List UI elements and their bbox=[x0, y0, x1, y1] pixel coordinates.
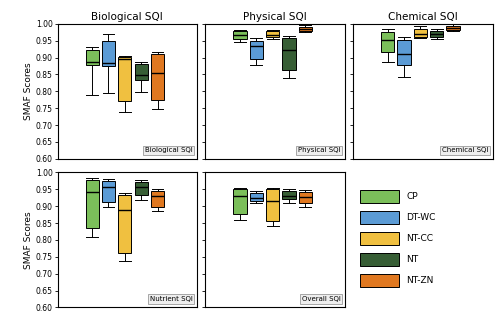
Text: Physical SQI: Physical SQI bbox=[298, 147, 341, 153]
FancyBboxPatch shape bbox=[250, 41, 263, 59]
Text: CP: CP bbox=[406, 192, 417, 201]
Text: NT-ZN: NT-ZN bbox=[406, 276, 433, 285]
Title: Biological SQI: Biological SQI bbox=[92, 12, 163, 22]
FancyBboxPatch shape bbox=[134, 182, 148, 195]
Y-axis label: SMAF Scores: SMAF Scores bbox=[24, 211, 33, 269]
FancyBboxPatch shape bbox=[134, 64, 148, 80]
FancyBboxPatch shape bbox=[360, 274, 399, 287]
FancyBboxPatch shape bbox=[86, 180, 98, 228]
FancyBboxPatch shape bbox=[398, 40, 410, 65]
FancyBboxPatch shape bbox=[282, 38, 296, 70]
FancyBboxPatch shape bbox=[298, 192, 312, 204]
FancyBboxPatch shape bbox=[266, 189, 279, 221]
FancyBboxPatch shape bbox=[250, 193, 263, 201]
FancyBboxPatch shape bbox=[234, 189, 246, 214]
FancyBboxPatch shape bbox=[360, 253, 399, 266]
FancyBboxPatch shape bbox=[234, 31, 246, 39]
FancyBboxPatch shape bbox=[381, 32, 394, 53]
Text: Chemical SQI: Chemical SQI bbox=[442, 147, 488, 153]
FancyBboxPatch shape bbox=[102, 181, 115, 202]
Y-axis label: SMAF Scores: SMAF Scores bbox=[24, 62, 33, 120]
FancyBboxPatch shape bbox=[86, 50, 98, 65]
Text: NT-CC: NT-CC bbox=[406, 234, 433, 243]
FancyBboxPatch shape bbox=[282, 191, 296, 199]
FancyBboxPatch shape bbox=[298, 27, 312, 31]
FancyBboxPatch shape bbox=[151, 54, 164, 100]
Text: DT-WC: DT-WC bbox=[406, 213, 436, 222]
FancyBboxPatch shape bbox=[360, 190, 399, 204]
Text: NT: NT bbox=[406, 255, 418, 264]
FancyBboxPatch shape bbox=[430, 30, 444, 37]
FancyBboxPatch shape bbox=[118, 57, 132, 101]
FancyBboxPatch shape bbox=[102, 41, 115, 66]
FancyBboxPatch shape bbox=[360, 211, 399, 224]
Text: Overall SQI: Overall SQI bbox=[302, 296, 341, 302]
FancyBboxPatch shape bbox=[360, 232, 399, 245]
Text: Biological SQI: Biological SQI bbox=[145, 147, 192, 153]
FancyBboxPatch shape bbox=[446, 26, 460, 30]
Text: Nutrient SQI: Nutrient SQI bbox=[150, 296, 192, 302]
FancyBboxPatch shape bbox=[151, 191, 164, 207]
Title: Physical SQI: Physical SQI bbox=[243, 12, 307, 22]
FancyBboxPatch shape bbox=[266, 31, 279, 37]
FancyBboxPatch shape bbox=[414, 29, 427, 36]
FancyBboxPatch shape bbox=[118, 195, 132, 253]
Title: Chemical SQI: Chemical SQI bbox=[388, 12, 458, 22]
